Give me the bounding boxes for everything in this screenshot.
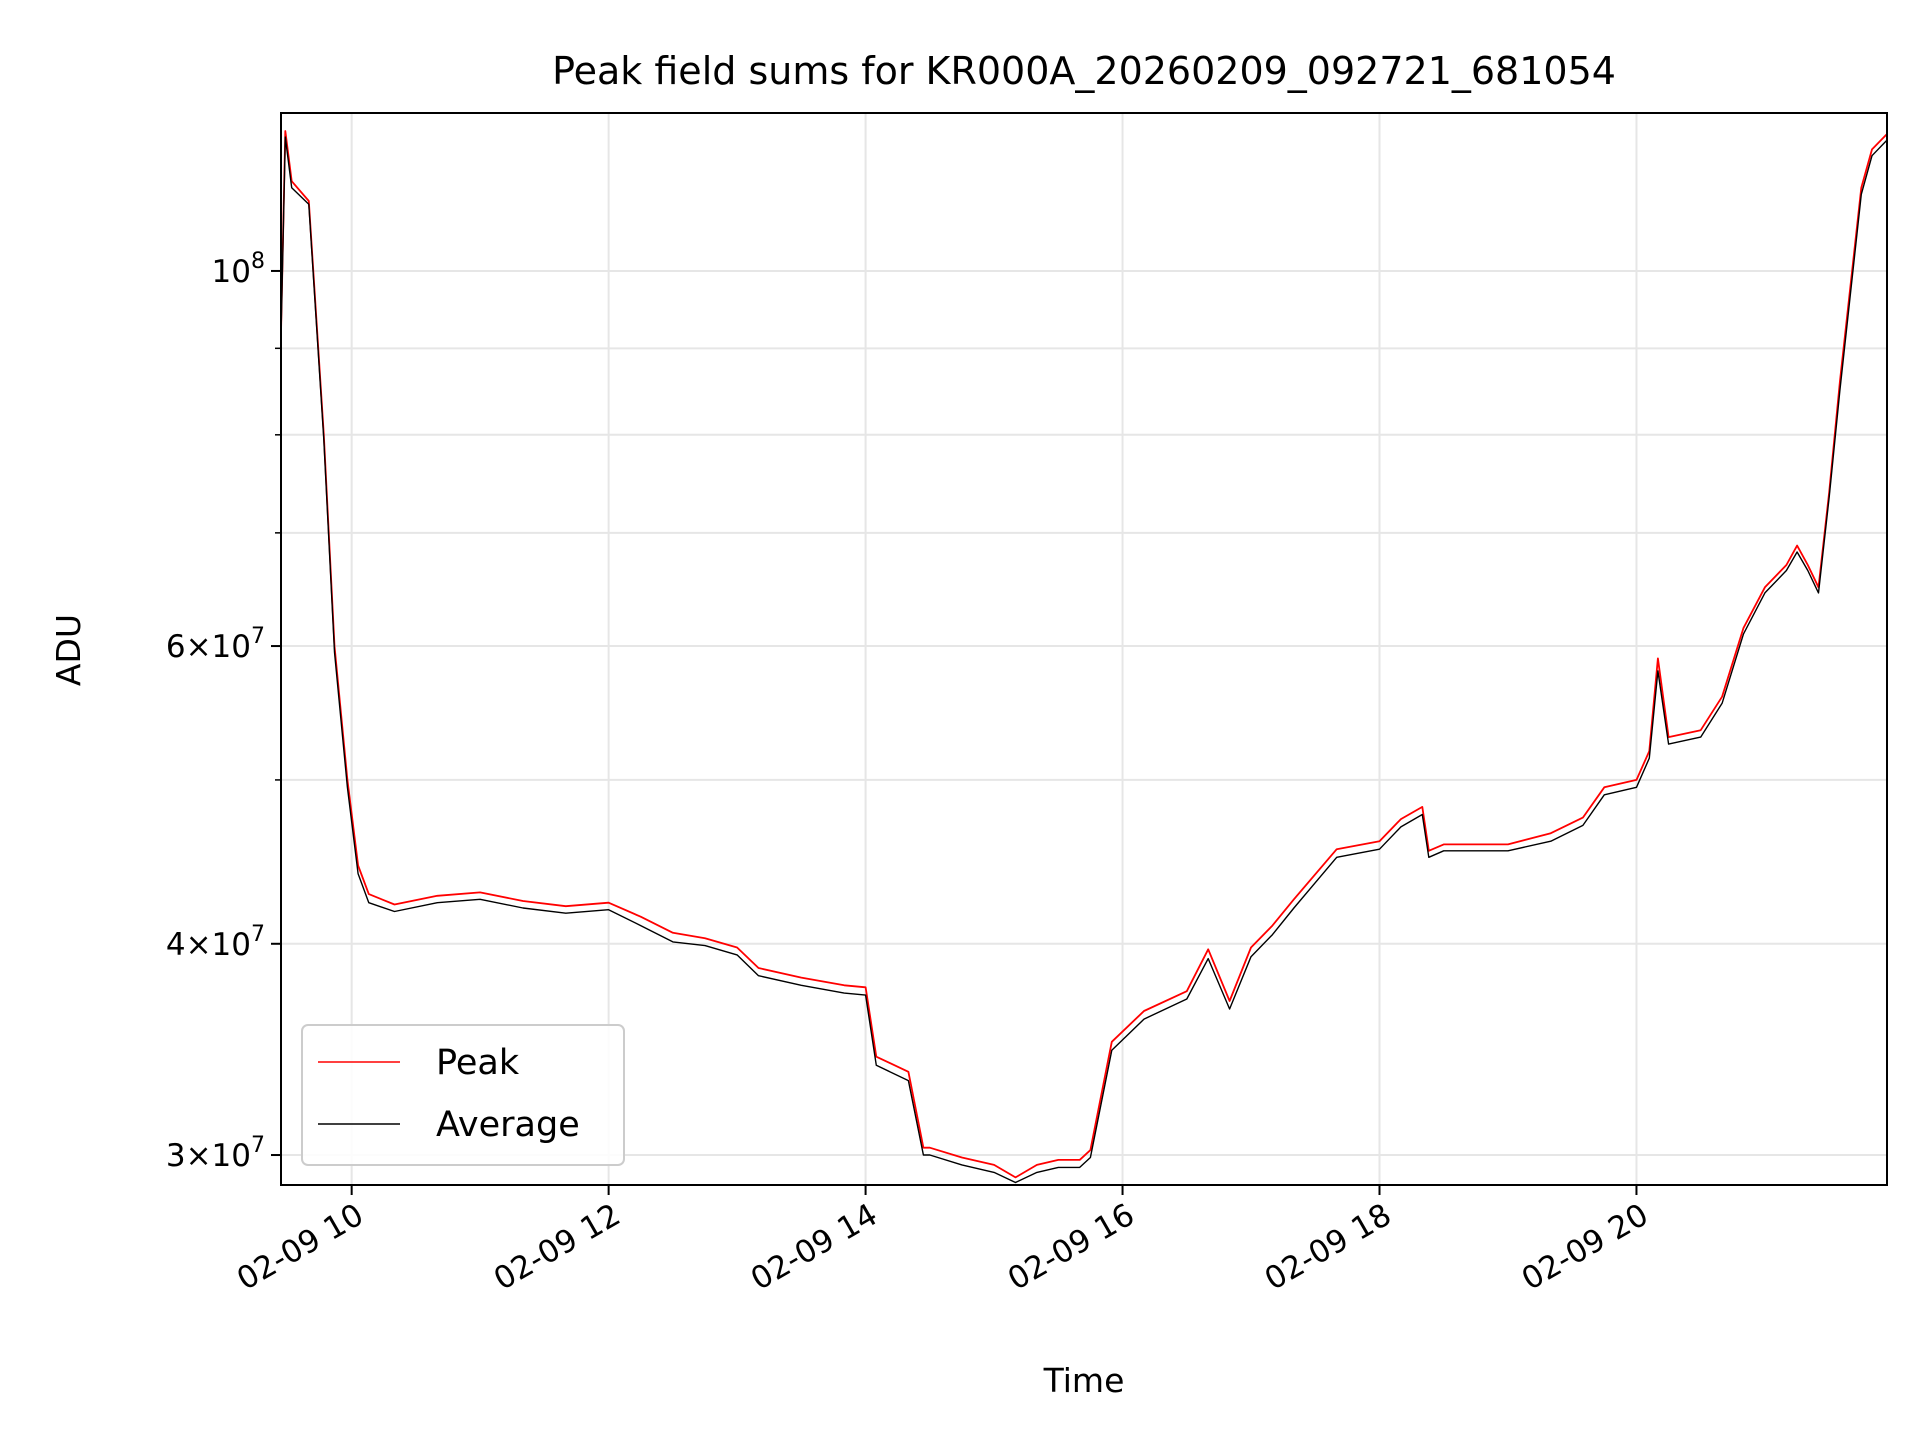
y-tick-label: 4×107 [166,922,265,963]
legend-label-peak: Peak [436,1043,520,1083]
y-tick-exponent: 8 [251,249,265,274]
y-tick-label: 6×107 [166,624,265,665]
series-line-peak [280,130,1888,1179]
grid [281,113,1887,1185]
legend-label-average: Average [436,1105,580,1145]
y-axis: 3×107 4×107 6×107 108 [166,249,281,1174]
y-tick-exponent: 7 [251,624,265,649]
x-axis-label: Time [1043,1361,1125,1400]
y-tick-mantissa: 3 [166,1138,186,1174]
chart-title: Peak field sums for KR000A_20260209_0927… [552,49,1616,93]
y-tick-mantissa: 4 [166,927,186,963]
y-tick-exponent: 7 [251,1133,265,1158]
y-tick-label: 3×107 [166,1133,265,1174]
y-axis-label: ADU [49,614,88,686]
series-line-average [280,136,1888,1184]
y-tick-exponent: 7 [251,922,265,947]
plot-frame [280,112,1888,1186]
y-tick-mantissa: 6 [166,629,186,665]
plot-lines [280,130,1888,1184]
y-tick-label: 108 [212,249,265,290]
legend: Peak Average [301,1024,625,1166]
legend-box [301,1024,625,1166]
